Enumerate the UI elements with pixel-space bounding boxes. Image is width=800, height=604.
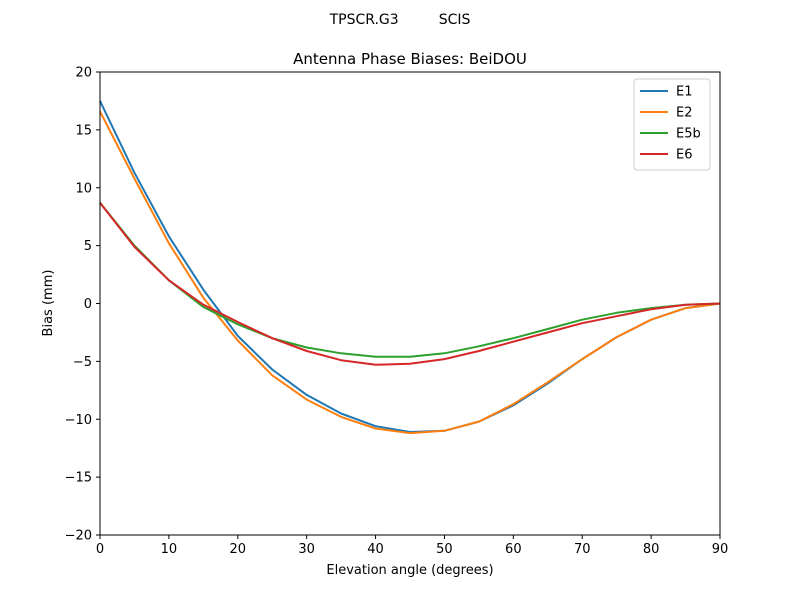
chart-title: Antenna Phase Biases: BeiDOU	[293, 50, 527, 68]
y-tick-label: 0	[84, 297, 92, 312]
y-tick-label: 10	[75, 181, 92, 196]
x-tick-label: 70	[574, 542, 591, 557]
plot-frame	[99, 71, 721, 536]
x-tick-label: 60	[505, 542, 522, 557]
x-axis-label: Elevation angle (degrees)	[326, 563, 493, 578]
x-tick-label: 90	[712, 542, 729, 557]
x-tick-label: 0	[96, 542, 104, 557]
y-tick-label: 15	[75, 123, 92, 138]
x-tick-label: 10	[161, 542, 178, 557]
legend-label-e5b: E5b	[676, 127, 701, 142]
y-tick-label: −5	[73, 355, 92, 370]
legend-label-e1: E1	[676, 85, 693, 100]
y-tick-label: −10	[65, 413, 92, 428]
legend-label-e2: E2	[676, 106, 693, 121]
x-tick-label: 30	[298, 542, 315, 557]
y-tick-label: −20	[65, 529, 92, 544]
legend-box	[633, 78, 711, 171]
y-tick-label: −15	[65, 471, 92, 486]
x-tick-label: 50	[436, 542, 453, 557]
series-line-e2	[99, 110, 721, 435]
y-axis-label: Bias (mm)	[41, 270, 56, 337]
series-line-e1	[99, 100, 721, 433]
series-line-e6	[99, 202, 721, 366]
x-tick-label: 40	[367, 542, 384, 557]
x-tick-label: 80	[643, 542, 660, 557]
plot-area: 0 10 20 30 40 50 60 70 80 90 −20 −15 −10 −5 0 5 10 15 20 E1…	[65, 66, 729, 558]
y-tick-label: 5	[84, 239, 92, 254]
series-line-e5b	[99, 202, 721, 358]
y-tick-label: 20	[75, 66, 92, 81]
legend-label-e6: E6	[676, 148, 693, 163]
x-tick-label: 20	[230, 542, 247, 557]
chart-suptitle: TPSCR.G3 SCIS	[329, 12, 471, 28]
